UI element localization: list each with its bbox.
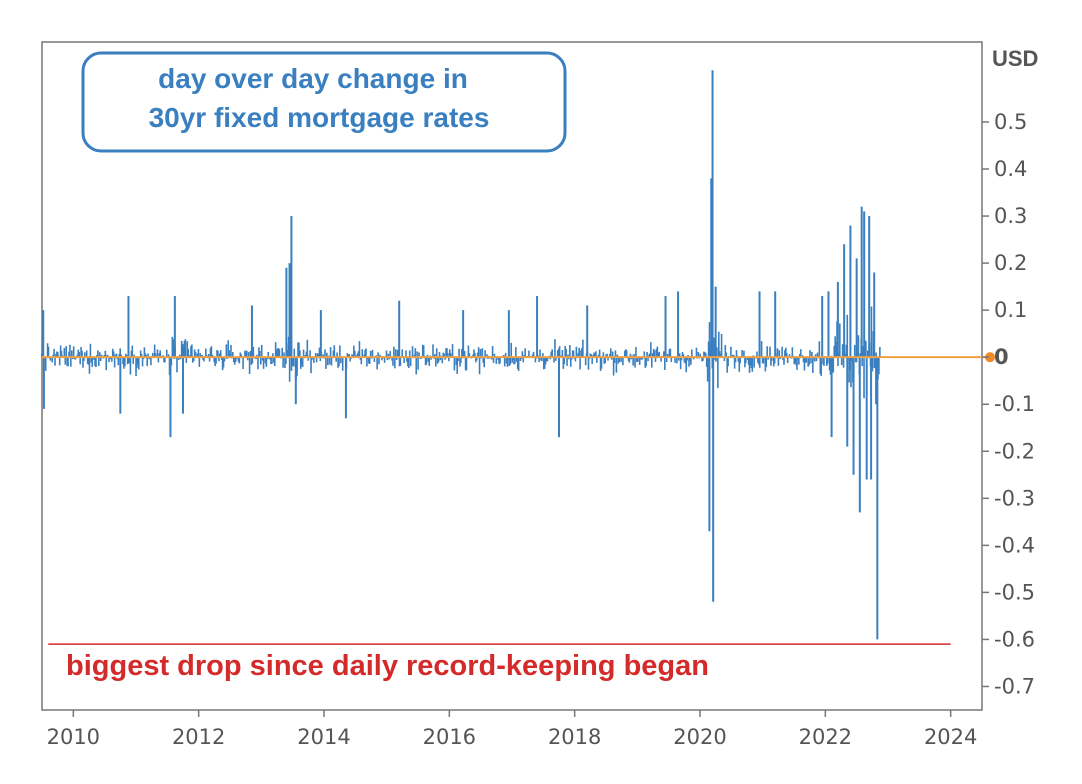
y-tick-label: -0.7	[994, 674, 1035, 698]
x-tick-label: 2014	[297, 725, 350, 749]
x-tick-label: 2010	[47, 725, 100, 749]
x-tick-label: 2012	[172, 725, 225, 749]
y-tick-label: -0.1	[994, 392, 1035, 416]
x-tick-label: 2018	[548, 725, 601, 749]
y-tick-label: -0.5	[994, 580, 1035, 604]
annotation-text: biggest drop since daily record-keeping …	[66, 650, 709, 682]
y-tick-label: 0.4	[994, 157, 1027, 181]
y-axis: 0.5 0.4 0.3 0.2 0.1 0 -0.1 -0.2 -0.3 -0.4 -0.5 -0.6…	[982, 110, 1035, 698]
y-tick-label: -0.4	[994, 533, 1035, 557]
chart-title-line-1: day over day change in	[158, 63, 468, 94]
last-value-marker	[985, 352, 995, 363]
chart-title-line-2: 30yr fixed mortgage rates	[149, 102, 490, 133]
y-tick-label: -0.6	[994, 627, 1035, 651]
x-tick-label: 2024	[924, 725, 977, 749]
y-tick-label: 0	[994, 345, 1009, 369]
unit-label: USD	[992, 46, 1038, 71]
x-tick-label: 2016	[423, 725, 476, 749]
y-tick-label: 0.5	[994, 110, 1027, 134]
y-tick-label: 0.2	[994, 251, 1027, 275]
x-tick-label: 2022	[799, 725, 852, 749]
x-axis: 2010 2012 2014 2016 2018 2020 2022 2024	[47, 710, 977, 749]
y-tick-label: 0.1	[994, 298, 1027, 322]
y-tick-label: 0.3	[994, 204, 1027, 228]
y-tick-label: -0.3	[994, 486, 1035, 510]
x-tick-label: 2020	[673, 725, 726, 749]
title-box	[81, 51, 567, 153]
plot-frame	[41, 41, 983, 711]
y-tick-label: -0.2	[994, 439, 1035, 463]
